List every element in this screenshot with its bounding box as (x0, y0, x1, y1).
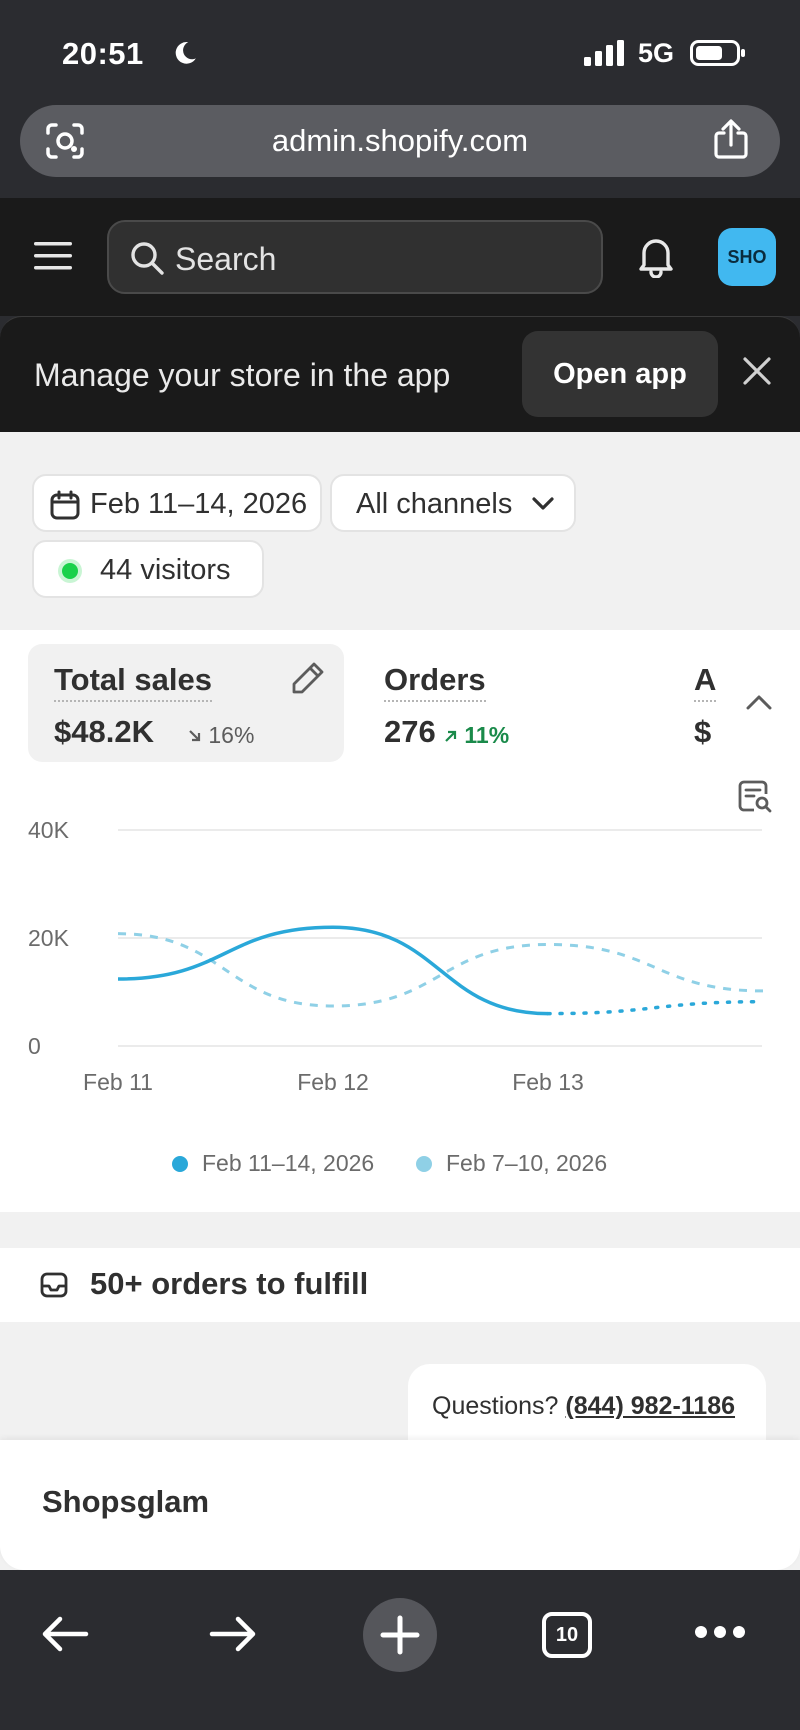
metric-change-down: 16% (188, 722, 254, 749)
x-tick-label: Feb 11 (83, 1069, 153, 1095)
back-arrow-icon[interactable] (40, 1614, 90, 1654)
live-dot-icon (62, 563, 78, 579)
series-line-current-projection (546, 999, 765, 1016)
live-visitors-button[interactable]: 44 visitors (32, 540, 264, 598)
visitors-label: 44 visitors (100, 554, 231, 586)
app-banner: Manage your store in the app Open app (0, 316, 800, 432)
x-tick-label: Feb 13 (512, 1069, 584, 1095)
more-options-icon[interactable] (694, 1624, 746, 1640)
arrow-up-right-icon (445, 730, 457, 742)
moon-icon (175, 42, 196, 64)
metric-change-value: 11% (464, 722, 510, 748)
orders-to-fulfill-task[interactable]: 50+ orders to fulfill (0, 1248, 800, 1322)
y-tick-label: 40K (28, 817, 70, 843)
series-line-previous (117, 932, 764, 1008)
metric-total-sales[interactable]: Total sales $48.2K 16% (28, 644, 344, 762)
legend-current: Feb 11–14, 2026 (172, 1150, 374, 1177)
metric-orders[interactable]: Orders 276 11% (358, 644, 638, 762)
store-sheet[interactable]: Shopsglam (0, 1440, 800, 1570)
date-range-label: Feb 11–14, 2026 (90, 488, 308, 520)
legend-dot (416, 1156, 432, 1172)
legend-dot (172, 1156, 188, 1172)
metric-partial[interactable]: A $ (680, 644, 720, 762)
support-text: Questions? (844) 982-1186 (432, 1392, 735, 1421)
store-name: Shopsglam (42, 1484, 210, 1519)
chevron-up-icon[interactable] (744, 692, 774, 712)
metric-title: Total sales (54, 662, 212, 702)
arrow-down-right-icon (189, 730, 201, 742)
legend-previous: Feb 7–10, 2026 (416, 1150, 607, 1177)
legend-label: Feb 7–10, 2026 (446, 1150, 608, 1176)
url-text[interactable]: admin.shopify.com (271, 123, 529, 158)
metric-value: $ (694, 714, 712, 749)
metric-value: $48.2K (54, 714, 154, 749)
x-tick-label: Feb 12 (297, 1069, 369, 1095)
search-icon (131, 242, 164, 275)
bell-icon[interactable] (636, 234, 676, 278)
y-tick-label: 20K (28, 925, 70, 951)
hamburger-menu-icon[interactable] (34, 240, 74, 272)
avatar[interactable]: SHO (718, 228, 776, 286)
date-range-button[interactable]: Feb 11–14, 2026 (32, 474, 322, 532)
fulfill-text: 50+ orders to fulfill (90, 1266, 369, 1301)
tabs-button[interactable]: 10 (542, 1612, 592, 1658)
lens-icon[interactable] (44, 121, 86, 161)
network-label: 5G (638, 38, 675, 68)
close-icon[interactable] (742, 356, 772, 386)
y-tick-label: 0 (28, 1033, 41, 1059)
metric-title: A (694, 662, 717, 702)
browser-toolbar: 10 (0, 1570, 800, 1730)
status-bar: 20:51 5G (0, 0, 800, 100)
channels-label: All channels (356, 488, 513, 520)
legend-label: Feb 11–14, 2026 (202, 1150, 375, 1176)
inbox-icon (40, 1272, 68, 1298)
search-placeholder: Search (175, 241, 277, 277)
address-bar[interactable]: admin.shopify.com (20, 105, 780, 177)
support-phone-link[interactable]: (844) 982-1186 (565, 1392, 736, 1420)
plus-icon (380, 1615, 420, 1655)
share-icon[interactable] (710, 119, 752, 161)
metric-title: Orders (384, 662, 486, 702)
signal-icon (584, 40, 624, 66)
chevron-down-icon (532, 497, 554, 510)
pencil-icon[interactable] (290, 660, 326, 696)
battery-icon (690, 40, 745, 66)
banner-text: Manage your store in the app (34, 357, 451, 393)
new-tab-button[interactable] (363, 1598, 437, 1672)
calendar-icon (50, 490, 80, 520)
support-prefix: Questions? (432, 1392, 559, 1420)
admin-header: Search SHO (0, 198, 800, 316)
status-time: 20:51 (62, 36, 144, 71)
sales-card: Total sales $48.2K 16% Orders 276 11% A … (0, 630, 800, 1212)
main-content: Feb 11–14, 2026 All channels 44 visitors… (0, 432, 800, 1570)
search-input[interactable]: Search (107, 220, 603, 294)
forward-arrow-icon[interactable] (208, 1614, 258, 1654)
sales-line-chart: 40K 20K 0 Feb 11 Feb 12 Feb 13 (28, 817, 765, 1095)
metric-value: 276 (384, 714, 436, 749)
series-line-current (117, 925, 549, 1016)
metric-change-up: 11% (444, 722, 509, 749)
report-search-icon[interactable] (736, 778, 772, 814)
open-app-button[interactable]: Open app (522, 331, 718, 417)
metric-change-value: 16% (208, 722, 255, 748)
channels-dropdown[interactable]: All channels (330, 474, 576, 532)
